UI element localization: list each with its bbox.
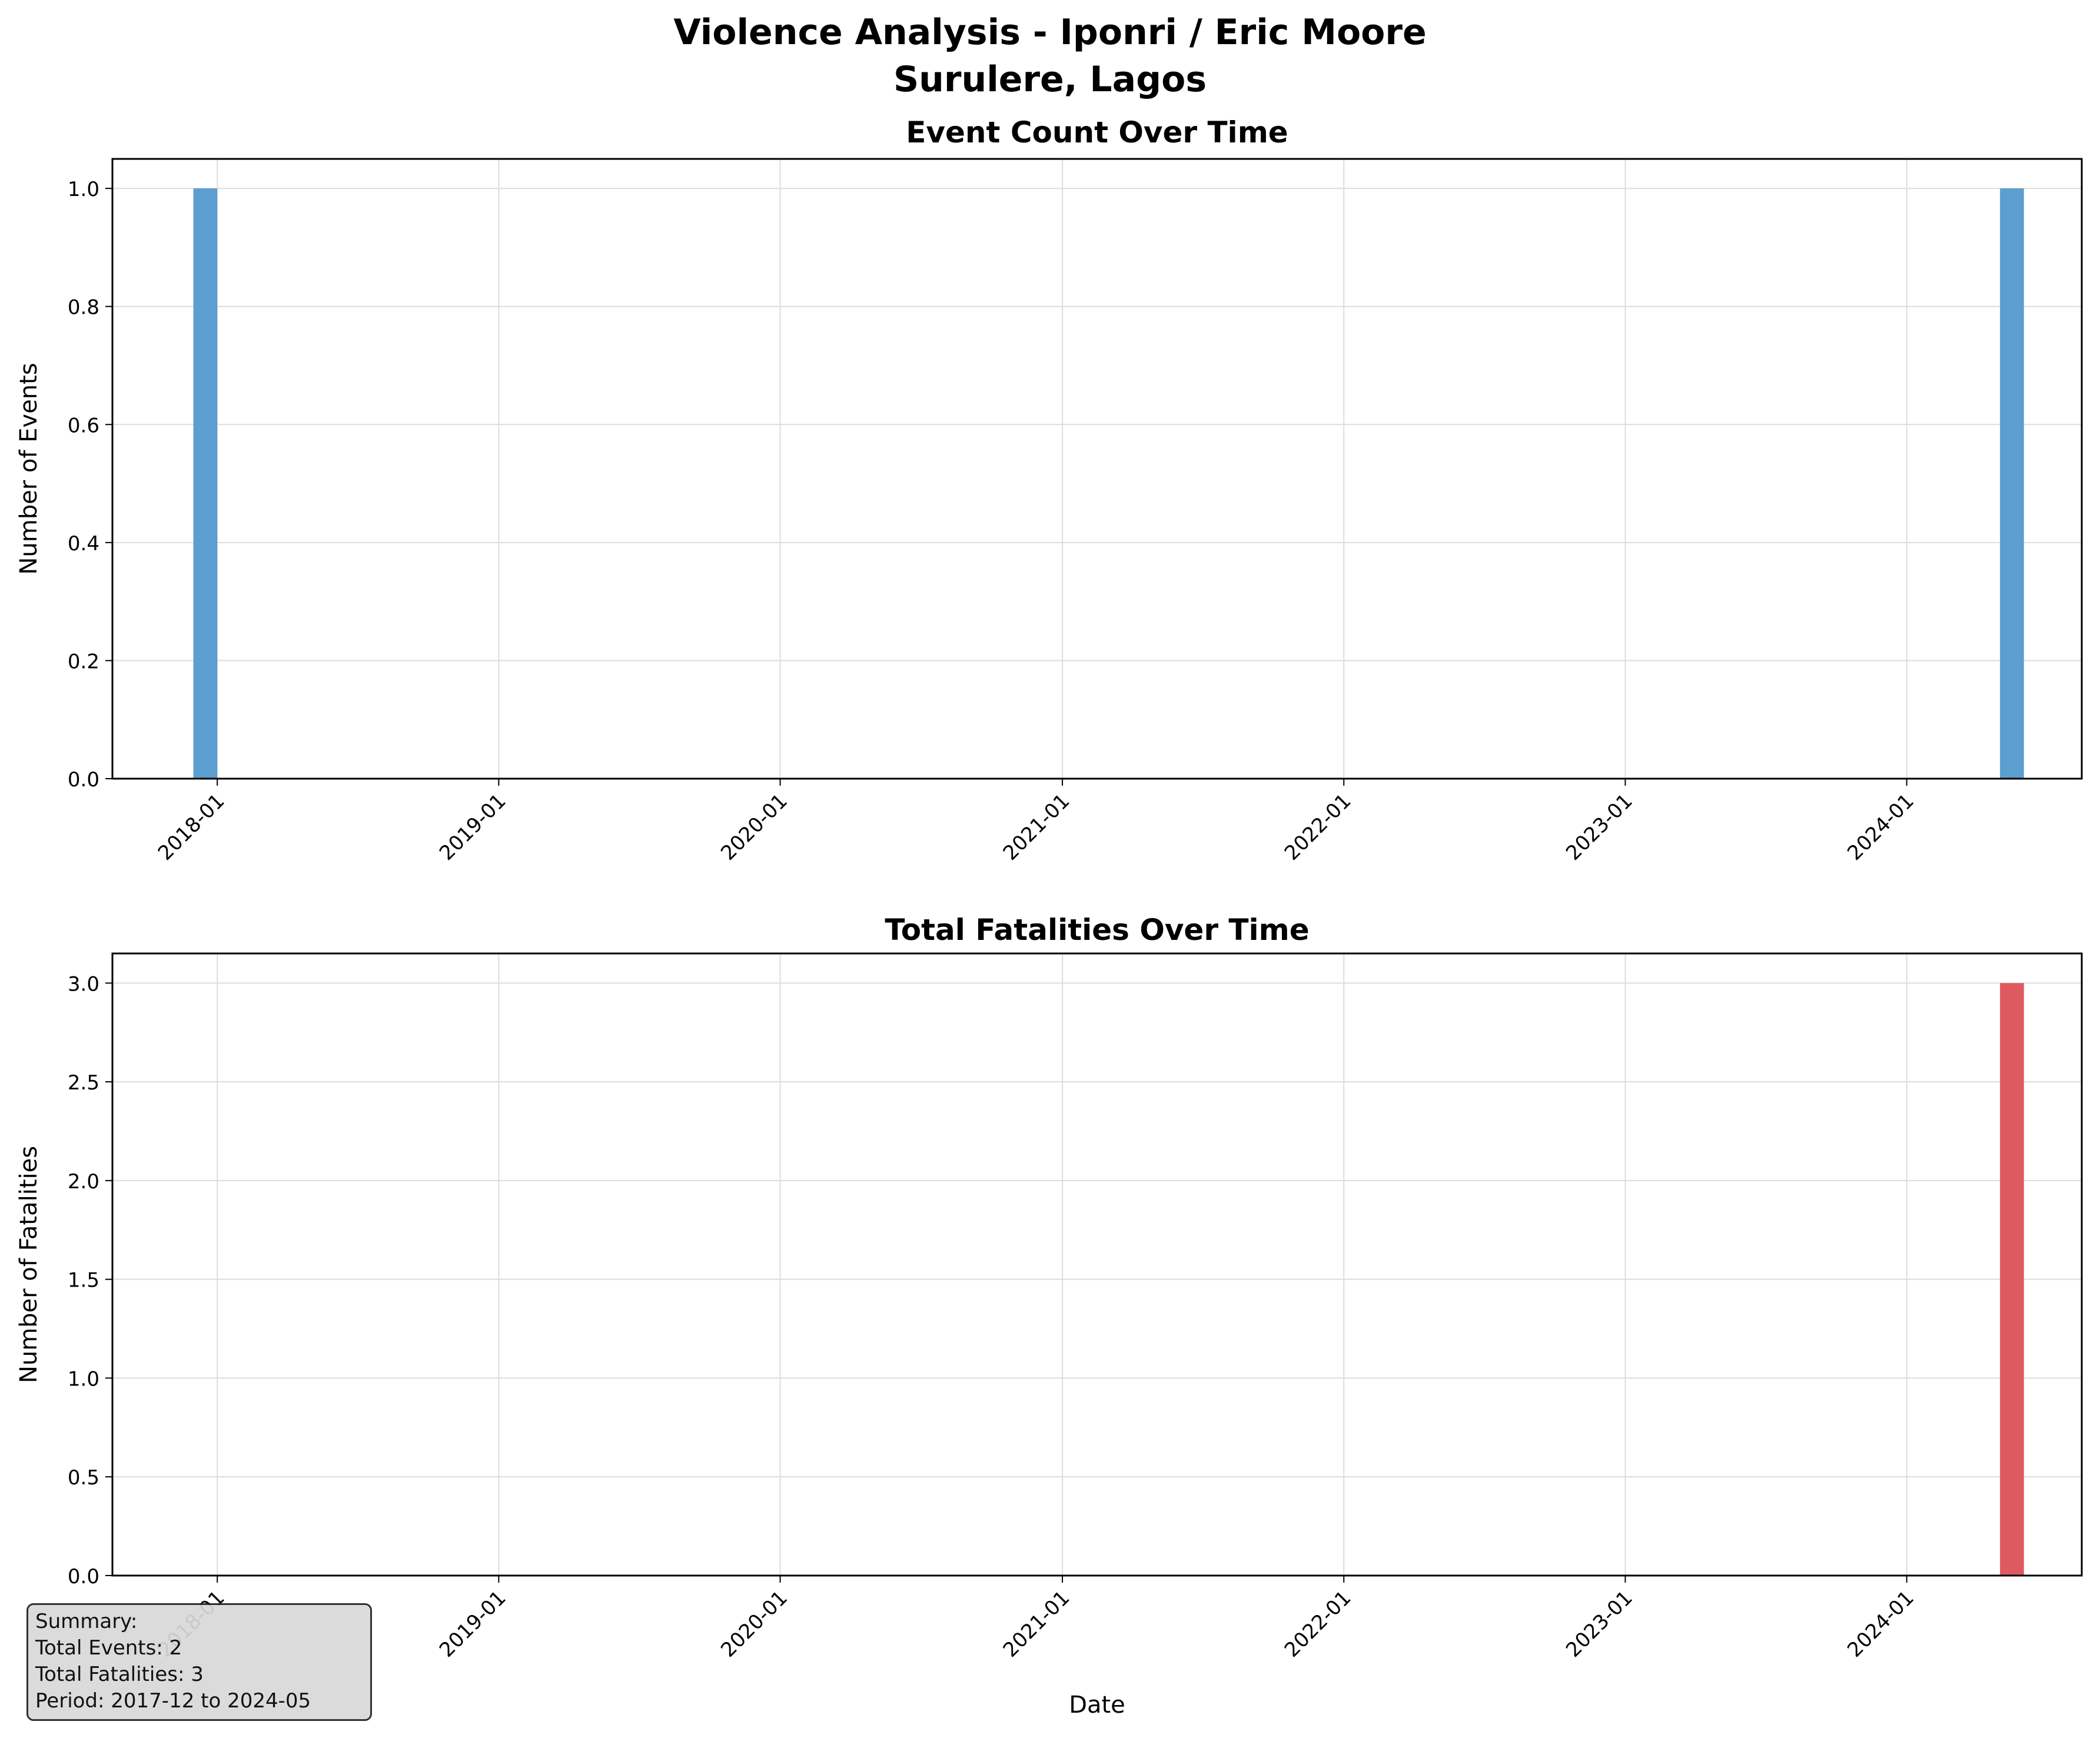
- plot-frame: [111, 952, 2083, 1577]
- y-tick-label: 1.0: [68, 1367, 99, 1391]
- x-tick-label: 2021-01: [999, 1586, 1075, 1662]
- y-tick-label: 3.0: [68, 972, 99, 996]
- figure-title-line2: Surulere, Lagos: [893, 59, 1207, 100]
- fatalities-xlabel: Date: [1069, 1692, 1125, 1719]
- summary-box: Summary: Total Events: 2 Total Fatalitie…: [26, 1603, 372, 1721]
- summary-period: Period: 2017-12 to 2024-05: [35, 1689, 311, 1713]
- x-tick-label: 2020-01: [716, 1586, 792, 1662]
- event-count-panel: 0.0 0.2 0.4 0.6 0.8 1.0 2018-01 2019-01 2020-01…: [15, 115, 2083, 865]
- x-tick-label: 2024-01: [1843, 1586, 1919, 1662]
- x-tick-label: 2022-01: [1280, 1586, 1356, 1662]
- x-tick-label: 2024-01: [1843, 789, 1919, 865]
- x-tick-label: 2023-01: [1561, 789, 1637, 865]
- y-tick-label: 0.0: [68, 768, 99, 792]
- figure-title-line1: Violence Analysis - Iponri / Eric Moore: [673, 12, 1426, 53]
- summary-total-events: Total Events: 2: [35, 1636, 182, 1660]
- summary-heading: Summary:: [35, 1610, 138, 1633]
- fatalities-panel: 0.00.51.01.52.02.53.0 2018-012019-012020…: [15, 913, 2083, 1719]
- event-count-bar: [193, 188, 218, 779]
- y-tick-label: 1.5: [68, 1269, 99, 1292]
- y-tick-label: 2.0: [68, 1170, 99, 1194]
- plot-frame: [111, 158, 2083, 780]
- y-tick-label: 0.5: [68, 1466, 99, 1490]
- x-tick-label: 2019-01: [435, 789, 511, 865]
- x-tick-label: 2018-01: [154, 789, 230, 865]
- x-tick-label: 2019-01: [435, 1586, 511, 1662]
- fatalities-title: Total Fatalities Over Time: [885, 913, 1309, 947]
- y-tick-label: 0.8: [68, 296, 99, 320]
- y-tick-label: 2.5: [68, 1071, 99, 1095]
- y-tick-label: 0.2: [68, 650, 99, 673]
- x-tick-label: 2020-01: [716, 789, 792, 865]
- event-count-bar: [2000, 188, 2024, 779]
- y-tick-label: 0.0: [68, 1565, 99, 1589]
- fatalities-ylabel: Number of Fatalities: [15, 1146, 42, 1383]
- y-tick-label: 1.0: [68, 178, 99, 201]
- x-tick-label: 2021-01: [999, 789, 1075, 865]
- x-tick-label: 2022-01: [1280, 789, 1356, 865]
- event-count-ylabel: Number of Events: [15, 363, 42, 574]
- event-count-title: Event Count Over Time: [906, 115, 1288, 149]
- fatalities-bar: [2000, 983, 2024, 1576]
- y-tick-label: 0.4: [68, 532, 99, 556]
- y-tick-label: 0.6: [68, 414, 99, 437]
- x-tick-label: 2023-01: [1561, 1586, 1637, 1662]
- summary-total-fatalities: Total Fatalities: 3: [35, 1663, 204, 1686]
